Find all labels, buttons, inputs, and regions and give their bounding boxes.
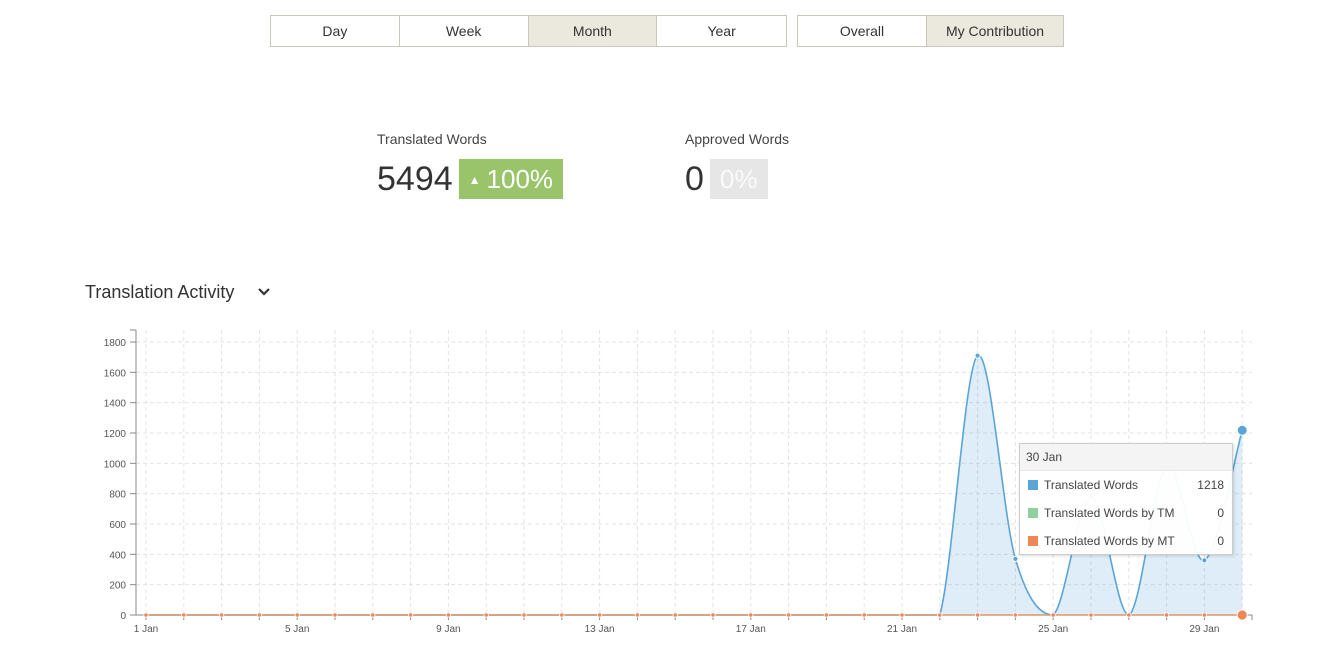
- data-point-mt: [521, 612, 527, 618]
- data-point-mt: [1164, 612, 1170, 618]
- chart-tooltip: 30 Jan Translated Words 1218 Translated …: [1019, 443, 1233, 555]
- y-tick-label: 600: [109, 520, 126, 531]
- legend-swatch: [1028, 536, 1038, 546]
- tooltip-series-value: 0: [1217, 506, 1224, 520]
- approved-words-change-badge: 0%: [709, 159, 768, 199]
- y-tick-label: 0: [120, 611, 126, 622]
- data-point-mt: [332, 612, 338, 618]
- y-tick-label: 800: [109, 490, 126, 501]
- x-tick-label: 17 Jan: [736, 624, 766, 635]
- data-point-mt: [785, 612, 792, 618]
- data-point-mt: [974, 612, 981, 618]
- y-tick-label: 1600: [104, 368, 127, 379]
- data-point-mt: [294, 612, 300, 618]
- data-point-mt: [370, 612, 376, 618]
- legend-swatch: [1028, 508, 1038, 518]
- data-point-mt: [483, 612, 489, 618]
- data-point-translated-words: [1012, 555, 1019, 562]
- x-tick-label: 9 Jan: [436, 624, 460, 635]
- x-tick-label: 21 Jan: [887, 624, 917, 635]
- data-point-mt: [181, 612, 187, 618]
- data-point-mt: [219, 612, 225, 618]
- y-tick-label: 1400: [104, 399, 127, 410]
- x-tick-label: 5 Jan: [285, 624, 309, 635]
- translated-words-value: 5494: [377, 160, 453, 198]
- y-tick-label: 1000: [104, 459, 127, 470]
- tooltip-series-name: Translated Words: [1044, 478, 1139, 492]
- tooltip-row: Translated Words 1218: [1020, 471, 1232, 499]
- approved-words-stat: Approved Words 0 0%: [685, 131, 789, 199]
- tooltip-row: Translated Words by MT 0: [1020, 527, 1232, 555]
- y-tick-label: 200: [109, 581, 126, 592]
- data-point-mt: [1236, 609, 1248, 621]
- chevron-down-icon[interactable]: [257, 287, 271, 297]
- data-point-mt: [407, 612, 414, 618]
- approved-words-label: Approved Words: [685, 131, 790, 147]
- data-point-mt: [861, 612, 867, 618]
- data-point-mt: [256, 612, 262, 618]
- x-tick-label: 13 Jan: [585, 624, 615, 635]
- translated-words-change-badge: ▲ 100%: [458, 159, 564, 199]
- data-point-mt: [1088, 612, 1094, 618]
- data-point-mt: [937, 612, 943, 618]
- data-point-mt: [143, 612, 149, 618]
- data-point-mt: [1201, 612, 1208, 618]
- data-point-mt: [1012, 612, 1019, 618]
- scope-selector: Overall My Contribution: [797, 15, 1064, 47]
- y-tick-label: 400: [109, 550, 126, 561]
- period-day-button[interactable]: Day: [271, 16, 400, 46]
- tooltip-row: Translated Words by TM 0: [1020, 499, 1232, 527]
- data-point-mt: [1126, 612, 1132, 618]
- data-point-mt: [596, 612, 603, 618]
- data-point-mt: [823, 612, 830, 618]
- data-point-translated-words: [974, 352, 981, 359]
- period-year-button[interactable]: Year: [657, 16, 786, 46]
- data-point-mt: [634, 612, 641, 618]
- data-point-translated-words: [1201, 557, 1208, 564]
- approved-words-value: 0: [685, 160, 704, 198]
- translated-words-stat: Translated Words 5494 ▲ 100%: [377, 131, 564, 199]
- tooltip-series-value: 0: [1217, 534, 1224, 548]
- period-week-button[interactable]: Week: [399, 16, 529, 46]
- scope-overall-button[interactable]: Overall: [798, 16, 927, 46]
- tooltip-series-name: Translated Words by TM: [1044, 506, 1175, 520]
- y-tick-label: 1800: [104, 338, 127, 349]
- series-area-translated-words: [146, 355, 1243, 615]
- x-tick-label: 1 Jan: [134, 624, 158, 635]
- tooltip-title: 30 Jan: [1020, 444, 1232, 471]
- data-point-mt: [559, 612, 565, 618]
- data-point-mt: [672, 612, 678, 618]
- y-tick-label: 1200: [104, 429, 127, 440]
- data-point-mt: [710, 612, 716, 618]
- data-point-mt: [899, 612, 905, 618]
- period-selector: Day Week Month Year: [270, 15, 787, 47]
- translated-words-label: Translated Words: [377, 131, 487, 147]
- tooltip-series-value: 1218: [1197, 478, 1224, 492]
- translated-words-change: 100%: [486, 164, 554, 194]
- period-month-button[interactable]: Month: [528, 16, 658, 46]
- x-tick-label: 25 Jan: [1038, 624, 1068, 635]
- data-point-mt: [1050, 612, 1056, 618]
- x-tick-label: 29 Jan: [1189, 624, 1219, 635]
- scope-my-contribution-button[interactable]: My Contribution: [927, 16, 1063, 46]
- tooltip-series-name: Translated Words by MT: [1044, 534, 1175, 548]
- legend-swatch: [1028, 480, 1038, 490]
- data-point-mt: [748, 612, 754, 618]
- section-title: Translation Activity: [85, 282, 235, 302]
- triangle-up-icon: ▲: [468, 173, 481, 187]
- data-point-translated-words: [1236, 424, 1248, 436]
- approved-words-change: 0%: [719, 164, 758, 194]
- translation-activity-chart: 0 200 400 600 800 1000 1200 1400 1600 1800 1 Jan 5 …: [104, 329, 1253, 635]
- data-point-mt: [445, 612, 451, 618]
